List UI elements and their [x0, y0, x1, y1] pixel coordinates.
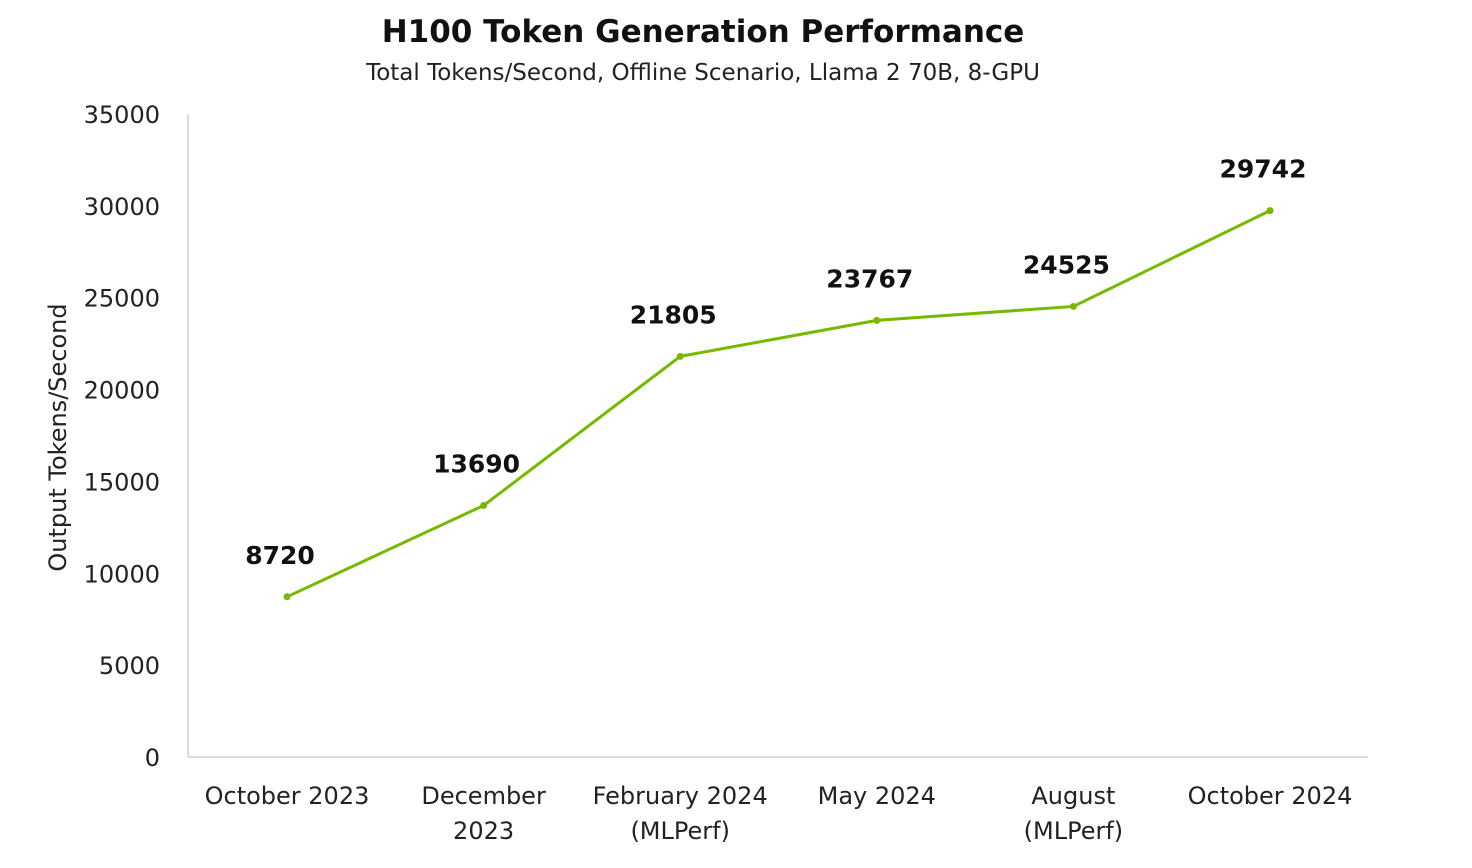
y-tick-label: 35000 [84, 101, 160, 129]
data-label: 8720 [245, 541, 315, 570]
y-tick-label: 15000 [84, 468, 160, 496]
series-line [286, 209, 1271, 599]
x-tick-label: August [1031, 782, 1115, 810]
data-point [1266, 207, 1274, 215]
data-point [480, 501, 488, 509]
y-tick-label: 25000 [84, 285, 160, 313]
x-tick-label: (MLPerf) [630, 817, 730, 845]
data-label: 23767 [826, 264, 913, 293]
chart-subtitle: Total Tokens/Second, Offline Scenario, L… [366, 60, 1040, 86]
x-tick-label: May 2024 [818, 782, 936, 810]
y-axis-ticks: 0 5000 10000 15000 20000 25000 30000 35000 [84, 101, 160, 772]
axes: Output Tokens/Second [44, 114, 1368, 758]
y-tick-label: 0 [145, 744, 160, 772]
data-label: 13690 [433, 449, 520, 478]
data-point [283, 593, 291, 601]
x-tick-label: (MLPerf) [1024, 817, 1124, 845]
data-point [1069, 302, 1077, 310]
y-tick-label: 10000 [84, 560, 160, 588]
data-labels: 8720 13690 21805 23767 24525 29742 [245, 155, 1306, 570]
x-axis-labels: October 2023 December 2023 February 2024 (ML… [205, 782, 1353, 845]
y-axis-title: Output Tokens/Second [44, 303, 72, 571]
series-layer [283, 207, 1274, 601]
data-label: 21805 [630, 300, 717, 329]
y-tick-label: 20000 [84, 377, 160, 405]
y-tick-label: 30000 [84, 193, 160, 221]
x-tick-label: October 2023 [205, 782, 370, 810]
x-tick-label: 2023 [453, 817, 514, 845]
data-label: 24525 [1023, 250, 1110, 279]
data-label: 29742 [1220, 155, 1307, 184]
chart-title: H100 Token Generation Performance [381, 14, 1025, 50]
y-tick-label: 5000 [99, 652, 160, 680]
data-point [873, 316, 881, 324]
x-tick-label: December [421, 782, 546, 810]
x-tick-label: October 2024 [1188, 782, 1353, 810]
data-point [676, 352, 684, 360]
x-tick-label: February 2024 [593, 782, 768, 810]
